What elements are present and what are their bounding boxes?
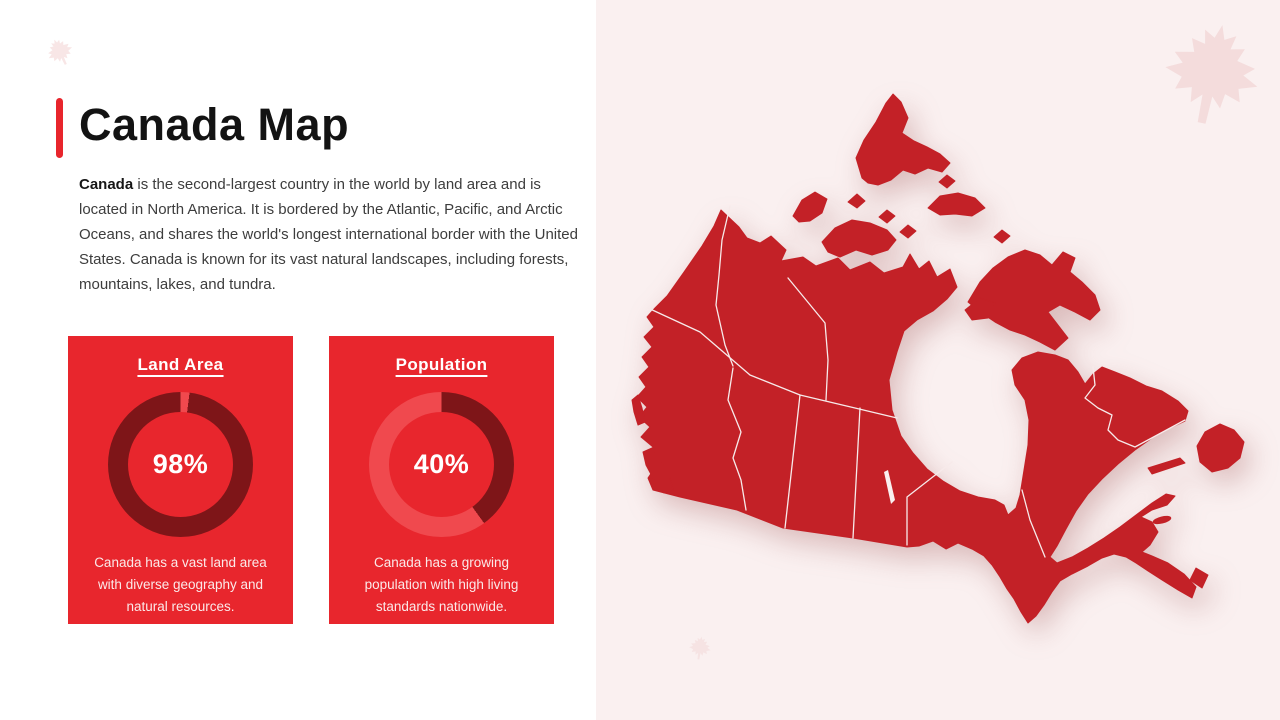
donut-hole: 98% [128,412,233,517]
population-donut-chart: 40% [369,392,514,537]
card-description: Canada has a growing population with hig… [364,555,519,614]
arctic-islet [938,174,956,189]
prince-edward-island [1152,515,1172,525]
card-description: Canada has a vast land area with diverse… [94,555,267,614]
arctic-islet [993,229,1011,244]
arctic-islet [899,224,917,239]
card-title: Land Area [137,355,224,374]
victoria-island [821,219,897,258]
intro-body-text: is the second-largest country in the wor… [79,176,578,293]
maple-leaf-icon [1165,25,1258,124]
arctic-islet [847,193,866,209]
stat-cards-row: Land Area 98% Canada has a vast land are… [68,336,554,624]
lake-winnipeg [884,470,895,504]
southampton-island [964,297,996,321]
devon-island [927,192,986,217]
haida-gwaii-island [631,394,646,426]
canada-map [631,93,1245,624]
maple-leaf-icon [689,636,711,660]
page-title: Canada Map [79,99,350,150]
baffin-island [967,249,1101,351]
intro-paragraph: Canada is the second-largest country in … [79,172,581,297]
donut-value: 40% [413,449,470,479]
stat-card-land-area: Land Area 98% Canada has a vast land are… [68,336,293,624]
intro-lead-word: Canada [79,176,134,193]
land-area-donut-chart: 98% [108,392,253,537]
arctic-islet [878,209,896,224]
province-borders [647,205,1186,558]
title-accent-bar [56,98,63,158]
anticosti-island [1147,457,1186,475]
card-title: Population [395,355,488,374]
ellesmere-island [855,93,951,186]
banks-island [792,191,828,223]
maple-leaf-icon [48,39,73,65]
stat-card-population: Population 40% Canada has a growing popu… [329,336,554,624]
newfoundland-island [1196,423,1245,473]
canada-mainland [636,209,1197,624]
cape-breton-island [1189,567,1209,589]
donut-value: 98% [152,449,209,479]
donut-hole: 40% [389,412,494,517]
vancouver-island [642,447,674,494]
